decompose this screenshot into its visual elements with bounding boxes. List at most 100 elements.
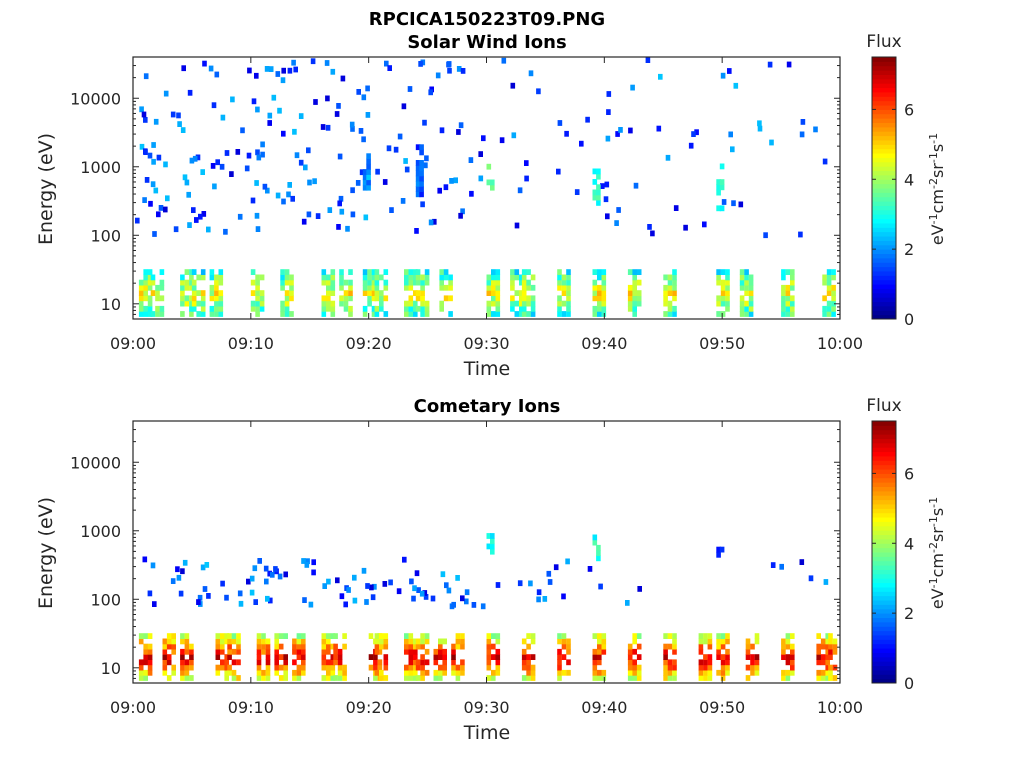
data-cell-band bbox=[339, 274, 344, 281]
data-cell-band bbox=[663, 295, 668, 302]
data-cell-band bbox=[720, 279, 726, 286]
data-cell-band bbox=[180, 664, 185, 671]
data-cell-band bbox=[521, 290, 527, 296]
data-cell-band bbox=[566, 311, 571, 317]
data-cell-burst bbox=[486, 533, 492, 539]
data-cell-sparse bbox=[304, 562, 310, 568]
data-cell-band bbox=[138, 284, 144, 291]
data-cell-sparse bbox=[564, 130, 569, 137]
data-cell-sparse bbox=[176, 112, 181, 119]
x-tick-label: 10:00 bbox=[817, 334, 863, 353]
data-cell-band bbox=[214, 311, 219, 317]
colorbar-tick-label: 4 bbox=[904, 534, 914, 553]
data-cell-band bbox=[415, 638, 421, 645]
data-cell-band bbox=[561, 311, 567, 317]
data-cell-sparse bbox=[280, 77, 286, 84]
data-cell-band bbox=[557, 638, 562, 645]
data-cell-band bbox=[672, 675, 677, 681]
data-cell-band bbox=[451, 659, 456, 666]
data-cell-band bbox=[224, 659, 229, 666]
data-cell-sparse bbox=[604, 181, 610, 188]
data-cell-band bbox=[486, 311, 492, 317]
data-cell-band bbox=[597, 633, 602, 639]
data-cell-band bbox=[383, 654, 389, 660]
data-cell-band bbox=[592, 269, 598, 275]
data-cell-band bbox=[408, 295, 414, 302]
data-cell-sparse bbox=[553, 564, 559, 571]
data-cell-sparse bbox=[355, 180, 361, 186]
data-cell-band bbox=[404, 675, 409, 681]
data-cell-band bbox=[720, 659, 726, 666]
data-cell-band bbox=[224, 675, 229, 681]
data-cell-band bbox=[816, 669, 821, 676]
data-cell-band bbox=[231, 659, 237, 666]
data-cell-burst bbox=[490, 533, 495, 539]
data-cell-sparse bbox=[283, 571, 288, 578]
colorbar-swatch bbox=[872, 674, 896, 680]
data-cell-sparse bbox=[352, 597, 358, 604]
data-cell-band bbox=[530, 638, 536, 645]
data-cell-band bbox=[825, 643, 830, 650]
data-cell-band bbox=[374, 638, 380, 645]
data-cell-band bbox=[707, 659, 713, 666]
data-cell-band bbox=[231, 669, 237, 676]
data-cell-band bbox=[521, 659, 527, 666]
data-cell-band bbox=[790, 664, 795, 671]
data-cell-band bbox=[339, 284, 344, 291]
data-cell-sparse bbox=[356, 89, 361, 95]
data-cell-band bbox=[826, 284, 832, 291]
data-cell-band bbox=[265, 654, 271, 660]
data-cell-band bbox=[825, 638, 830, 645]
data-cell-band bbox=[636, 279, 642, 286]
data-cell-band bbox=[255, 300, 260, 307]
data-cell-sparse bbox=[419, 590, 425, 597]
data-cell-band bbox=[667, 659, 673, 666]
data-cell-sparse bbox=[528, 70, 534, 77]
data-cell-sparse bbox=[249, 575, 255, 582]
data-cell-sparse bbox=[658, 73, 663, 80]
data-cell-band bbox=[601, 295, 607, 302]
colorbar-swatch bbox=[872, 105, 896, 110]
data-cell-band bbox=[250, 300, 256, 307]
data-cell-sparse bbox=[656, 125, 662, 132]
colorbar-swatch bbox=[872, 569, 896, 575]
figure-title: RPCICA150223T09.PNG bbox=[369, 9, 605, 30]
data-cell-band bbox=[663, 669, 668, 676]
data-cell-band bbox=[566, 638, 571, 645]
data-cell-band bbox=[166, 633, 172, 639]
data-cell-band bbox=[486, 284, 492, 291]
data-cell-burst bbox=[596, 555, 601, 562]
data-cell-band bbox=[448, 274, 453, 281]
data-cell-band bbox=[557, 669, 562, 676]
data-cell-band bbox=[495, 669, 501, 676]
data-cell-band bbox=[143, 654, 148, 660]
data-cell-sparse bbox=[536, 596, 541, 603]
data-cell-band bbox=[408, 633, 414, 639]
data-cell-sparse bbox=[178, 590, 184, 597]
colorbar-swatch bbox=[872, 70, 896, 75]
data-cell-band bbox=[209, 295, 215, 302]
data-cell-sparse bbox=[197, 594, 203, 601]
colorbar-swatch bbox=[872, 547, 896, 553]
data-cell-band bbox=[404, 300, 409, 307]
colorbar-swatch bbox=[872, 214, 896, 220]
data-cell-sparse bbox=[349, 121, 355, 128]
data-cell-band bbox=[495, 284, 501, 291]
data-cell-band bbox=[180, 633, 185, 639]
data-cell-band bbox=[521, 638, 527, 645]
data-cell-band bbox=[184, 269, 190, 275]
data-cell-band bbox=[785, 300, 791, 307]
data-cell-band bbox=[379, 290, 384, 296]
data-cell-sparse bbox=[799, 559, 805, 565]
data-cell-band bbox=[255, 305, 260, 312]
data-cell-sparse bbox=[464, 598, 469, 605]
data-cell-band bbox=[343, 279, 349, 286]
data-cell-band bbox=[526, 669, 531, 676]
data-cell-band bbox=[566, 279, 571, 286]
colorbar-swatch bbox=[872, 196, 896, 202]
data-cell-band bbox=[672, 274, 677, 281]
data-cell-band bbox=[744, 311, 749, 317]
data-cell-sparse bbox=[437, 187, 442, 194]
data-cell-band bbox=[236, 648, 241, 655]
data-cell-band bbox=[255, 284, 260, 291]
